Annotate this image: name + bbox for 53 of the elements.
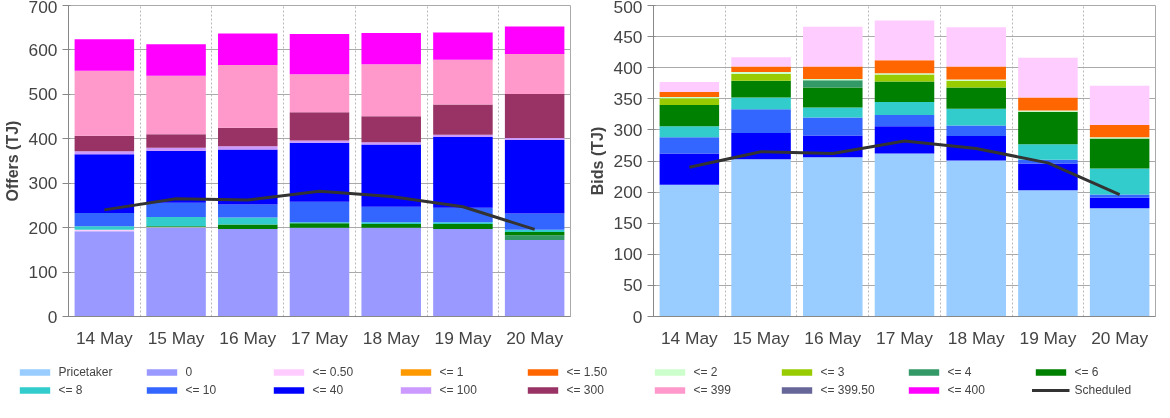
x-tick-label: 17 May bbox=[291, 327, 349, 348]
x-tick-label: 15 May bbox=[732, 327, 790, 348]
y-tick-label: 100 bbox=[28, 262, 58, 283]
legend-label: <= 40 bbox=[312, 383, 345, 397]
y-tick-label: 200 bbox=[613, 182, 643, 203]
x-tick-label: 15 May bbox=[147, 327, 205, 348]
legend-label: <= 399.50 bbox=[820, 383, 876, 397]
y-tick-label: 0 bbox=[47, 306, 58, 327]
y-tick-label: 700 bbox=[28, 0, 58, 17]
legend-label: <= 400 bbox=[947, 383, 986, 397]
legend-label: <= 300 bbox=[566, 383, 605, 397]
y-tick-label: 50 bbox=[623, 275, 643, 296]
y-tick-label: 200 bbox=[28, 217, 58, 238]
y-tick-label: 400 bbox=[28, 128, 58, 149]
x-tick-label: 14 May bbox=[75, 327, 134, 348]
x-tick-label: 16 May bbox=[219, 327, 277, 348]
legend-label: 0 bbox=[185, 365, 194, 379]
legend-label: <= 1.50 bbox=[566, 365, 609, 379]
legend-label: <= 4 bbox=[947, 365, 973, 379]
y-tick-label: 300 bbox=[28, 173, 58, 194]
x-tick-label: 20 May bbox=[506, 327, 564, 348]
y-tick-label: 400 bbox=[613, 57, 643, 78]
y-tick-label: 250 bbox=[613, 151, 643, 171]
x-tick-label: 19 May bbox=[1019, 327, 1077, 348]
y-tick-label: 100 bbox=[613, 244, 643, 265]
x-tick-label: 20 May bbox=[1091, 327, 1149, 348]
legend-label: <= 10 bbox=[185, 383, 218, 397]
y-axis-title: Offers (TJ) bbox=[3, 120, 21, 202]
legend-label: <= 399 bbox=[693, 383, 732, 397]
legend-label: <= 2 bbox=[693, 365, 719, 379]
x-tick-label: 19 May bbox=[434, 327, 492, 348]
y-tick-label: 500 bbox=[613, 0, 643, 17]
legend-label: <= 1 bbox=[439, 365, 465, 379]
y-tick-label: 500 bbox=[28, 84, 58, 105]
legend-label: Pricetaker bbox=[58, 365, 114, 379]
legend-label: <= 6 bbox=[1074, 365, 1100, 379]
legend-label: <= 8 bbox=[58, 383, 84, 397]
x-tick-label: 18 May bbox=[947, 327, 1005, 348]
x-tick-label: 14 May bbox=[660, 327, 719, 348]
x-tick-label: 18 May bbox=[362, 327, 420, 348]
y-tick-label: 300 bbox=[613, 119, 643, 140]
y-tick-label: 450 bbox=[613, 26, 643, 47]
x-tick-label: 17 May bbox=[876, 327, 934, 348]
legend-label: Scheduled bbox=[1074, 383, 1133, 397]
y-tick-label: 350 bbox=[613, 88, 643, 109]
y-tick-label: 150 bbox=[613, 213, 643, 234]
x-tick-label: 16 May bbox=[804, 327, 862, 348]
legend-label: <= 100 bbox=[439, 383, 478, 397]
legend-label: <= 3 bbox=[820, 365, 846, 379]
y-axis-title: Bids (TJ) bbox=[588, 126, 606, 196]
legend-label: <= 0.50 bbox=[312, 365, 355, 379]
y-tick-label: 0 bbox=[632, 306, 643, 327]
y-tick-label: 600 bbox=[28, 39, 58, 60]
